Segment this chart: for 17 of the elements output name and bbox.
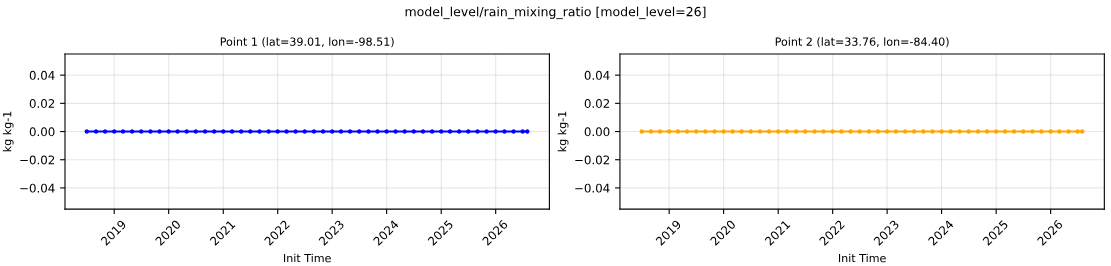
y-tick-label: −0.04 [20,183,55,193]
y-tick-label: 0.02 [584,99,610,108]
y-axis-title: kg kg-1 [557,111,569,152]
y-tick-label: 0.00 [584,127,610,137]
y-tick-label: 0.04 [584,70,610,80]
y-tick-label: 0.00 [29,127,55,137]
y-tick-label: −0.02 [20,155,55,165]
y-tick-label: 0.04 [29,70,55,80]
y-axis-title: kg kg-1 [2,111,14,152]
x-axis-title: Init Time [838,253,886,263]
x-axis-title: Init Time [284,253,331,263]
y-tick-label: 0.02 [29,99,55,108]
chart-title: Point 1 (lat=39.01, lon=-98.51) [220,37,394,48]
y-tick-label: −0.04 [575,183,610,193]
chart-title: Point 2 (lat=33.76, lon=-84.40) [775,37,949,48]
text: model_level/rain_mixing_ratio [model_level=26] [405,6,706,20]
y-tick-label: −0.02 [575,155,610,165]
